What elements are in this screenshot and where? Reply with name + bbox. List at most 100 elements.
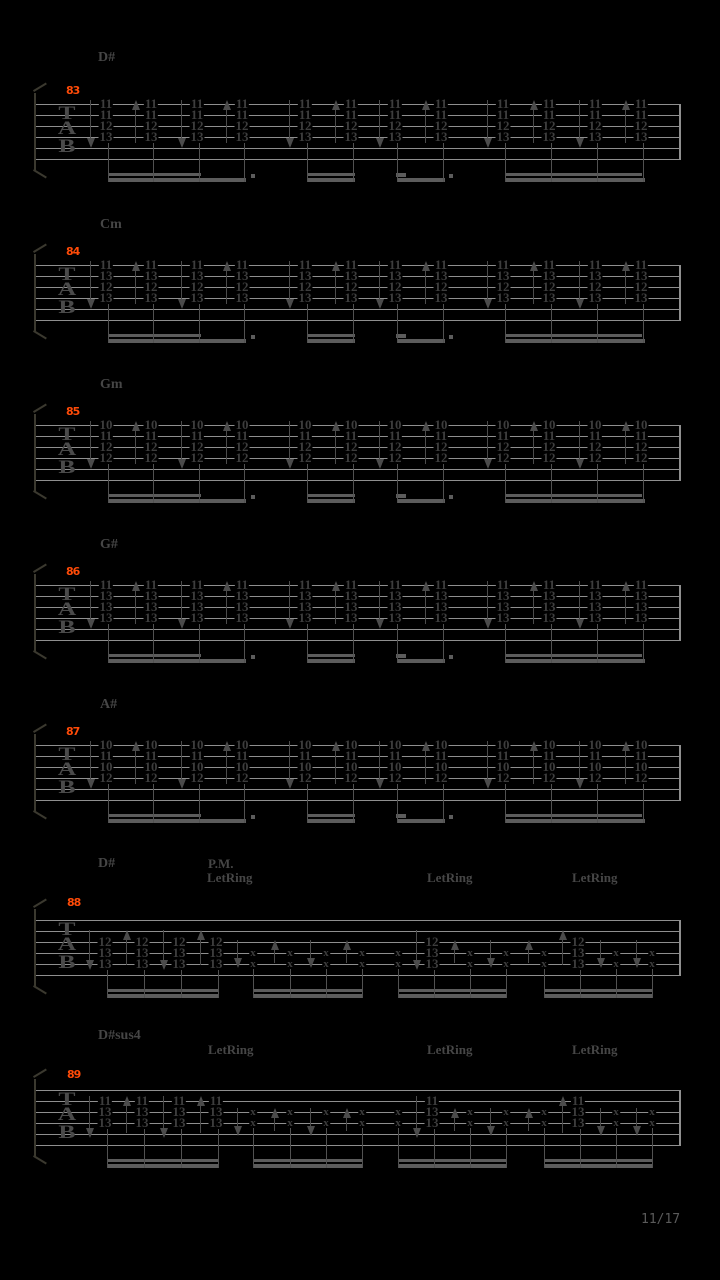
mute-x[interactable]: x <box>249 947 257 959</box>
fret-number[interactable]: 13 <box>541 610 557 625</box>
fret-number[interactable]: 13 <box>208 1104 224 1119</box>
fret-number[interactable]: 13 <box>98 588 114 603</box>
fret-number[interactable]: 13 <box>633 610 649 625</box>
measure-number[interactable]: 85 <box>66 405 80 418</box>
fret-number[interactable]: 12 <box>297 439 313 454</box>
fret-number[interactable]: 13 <box>189 129 205 144</box>
fret-number[interactable]: 13 <box>587 599 603 614</box>
fret-number[interactable]: 13 <box>343 610 359 625</box>
fret-number[interactable]: 13 <box>297 129 313 144</box>
fret-number[interactable]: 12 <box>234 770 250 785</box>
fret-number[interactable]: 11 <box>134 1093 150 1108</box>
fret-number[interactable]: 11 <box>189 257 205 272</box>
fret-number[interactable]: 10 <box>633 737 649 752</box>
fret-number[interactable]: 13 <box>208 956 224 971</box>
fret-number[interactable]: 10 <box>541 417 557 432</box>
fret-number[interactable]: 10 <box>433 759 449 774</box>
fret-number[interactable]: 10 <box>387 737 403 752</box>
fret-number[interactable]: 12 <box>171 934 187 949</box>
fret-number[interactable]: 10 <box>433 417 449 432</box>
mute-x[interactable]: x <box>249 958 257 970</box>
fret-number[interactable]: 13 <box>143 268 159 283</box>
fret-number[interactable]: 10 <box>297 759 313 774</box>
fret-number[interactable]: 10 <box>541 759 557 774</box>
fret-number[interactable]: 11 <box>189 107 205 122</box>
fret-number[interactable]: 12 <box>343 279 359 294</box>
fret-number[interactable]: 11 <box>541 96 557 111</box>
fret-number[interactable]: 13 <box>424 1104 440 1119</box>
fret-number[interactable]: 10 <box>587 759 603 774</box>
fret-number[interactable]: 12 <box>387 439 403 454</box>
mute-x[interactable]: x <box>466 1117 474 1129</box>
fret-number[interactable]: 10 <box>387 759 403 774</box>
fret-number[interactable]: 12 <box>98 118 114 133</box>
fret-number[interactable]: 13 <box>387 268 403 283</box>
fret-number[interactable]: 11 <box>189 428 205 443</box>
mute-x[interactable]: x <box>612 1117 620 1129</box>
mute-x[interactable]: x <box>249 1106 257 1118</box>
fret-number[interactable]: 11 <box>343 96 359 111</box>
mute-x[interactable]: x <box>502 1106 510 1118</box>
fret-number[interactable]: 13 <box>234 610 250 625</box>
fret-number[interactable]: 13 <box>495 129 511 144</box>
fret-number[interactable]: 11 <box>343 107 359 122</box>
measure-number[interactable]: 83 <box>66 84 80 97</box>
mute-x[interactable]: x <box>612 958 620 970</box>
measure-number[interactable]: 86 <box>66 565 80 578</box>
fret-number[interactable]: 13 <box>134 945 150 960</box>
fret-number[interactable]: 13 <box>189 599 205 614</box>
fret-number[interactable]: 12 <box>633 439 649 454</box>
fret-number[interactable]: 12 <box>424 934 440 949</box>
fret-number[interactable]: 13 <box>143 588 159 603</box>
fret-number[interactable]: 11 <box>98 96 114 111</box>
fret-number[interactable]: 13 <box>433 290 449 305</box>
fret-number[interactable]: 12 <box>98 770 114 785</box>
fret-number[interactable]: 12 <box>495 439 511 454</box>
mute-x[interactable]: x <box>540 947 548 959</box>
fret-number[interactable]: 13 <box>633 268 649 283</box>
fret-number[interactable]: 11 <box>433 577 449 592</box>
fret-number[interactable]: 12 <box>587 118 603 133</box>
mute-x[interactable]: x <box>358 1106 366 1118</box>
fret-number[interactable]: 13 <box>541 129 557 144</box>
measure-number[interactable]: 84 <box>66 245 80 258</box>
fret-number[interactable]: 12 <box>297 118 313 133</box>
mute-x[interactable]: x <box>286 1117 294 1129</box>
fret-number[interactable]: 13 <box>587 588 603 603</box>
fret-number[interactable]: 13 <box>171 945 187 960</box>
fret-number[interactable]: 13 <box>495 268 511 283</box>
fret-number[interactable]: 10 <box>234 759 250 774</box>
fret-number[interactable]: 12 <box>143 279 159 294</box>
fret-number[interactable]: 11 <box>343 577 359 592</box>
fret-number[interactable]: 13 <box>433 599 449 614</box>
fret-number[interactable]: 12 <box>297 770 313 785</box>
fret-number[interactable]: 13 <box>570 1104 586 1119</box>
mute-x[interactable]: x <box>612 1106 620 1118</box>
fret-number[interactable]: 13 <box>587 290 603 305</box>
fret-number[interactable]: 10 <box>189 417 205 432</box>
fret-number[interactable]: 11 <box>234 428 250 443</box>
fret-number[interactable]: 13 <box>234 290 250 305</box>
fret-number[interactable]: 13 <box>234 129 250 144</box>
fret-number[interactable]: 13 <box>424 1115 440 1130</box>
fret-number[interactable]: 13 <box>424 956 440 971</box>
fret-number[interactable]: 13 <box>189 290 205 305</box>
fret-number[interactable]: 12 <box>343 439 359 454</box>
mute-x[interactable]: x <box>286 947 294 959</box>
fret-number[interactable]: 13 <box>633 129 649 144</box>
fret-number[interactable]: 13 <box>433 129 449 144</box>
fret-number[interactable]: 11 <box>424 1093 440 1108</box>
fret-number[interactable]: 10 <box>98 759 114 774</box>
mute-x[interactable]: x <box>394 958 402 970</box>
fret-number[interactable]: 13 <box>541 268 557 283</box>
fret-number[interactable]: 11 <box>143 257 159 272</box>
fret-number[interactable]: 11 <box>98 748 114 763</box>
fret-number[interactable]: 11 <box>495 257 511 272</box>
fret-number[interactable]: 11 <box>495 748 511 763</box>
fret-number[interactable]: 13 <box>495 588 511 603</box>
fret-number[interactable]: 10 <box>143 759 159 774</box>
fret-number[interactable]: 11 <box>143 107 159 122</box>
fret-number[interactable]: 11 <box>387 96 403 111</box>
fret-number[interactable]: 12 <box>633 770 649 785</box>
fret-number[interactable]: 12 <box>433 118 449 133</box>
